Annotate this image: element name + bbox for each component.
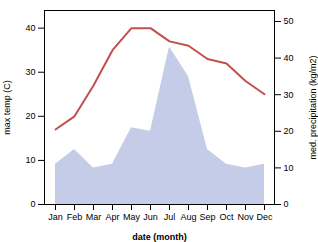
svg-text:10: 10 <box>284 163 294 173</box>
svg-text:Nov: Nov <box>237 212 254 222</box>
svg-text:20: 20 <box>25 111 35 121</box>
svg-text:50: 50 <box>284 16 294 26</box>
svg-text:Dec: Dec <box>256 212 273 222</box>
svg-text:0: 0 <box>284 199 289 209</box>
svg-text:10: 10 <box>25 155 35 165</box>
svg-text:max temp (C): max temp (C) <box>2 80 12 135</box>
svg-text:Feb: Feb <box>67 212 83 222</box>
svg-text:30: 30 <box>25 67 35 77</box>
svg-text:40: 40 <box>284 53 294 63</box>
svg-text:Jun: Jun <box>143 212 158 222</box>
svg-text:Aug: Aug <box>180 212 196 222</box>
svg-text:20: 20 <box>284 126 294 136</box>
svg-text:Apr: Apr <box>105 212 119 222</box>
svg-text:May: May <box>123 212 141 222</box>
svg-text:Jul: Jul <box>164 212 176 222</box>
svg-text:40: 40 <box>25 23 35 33</box>
svg-text:Jan: Jan <box>48 212 63 222</box>
svg-text:30: 30 <box>284 90 294 100</box>
svg-text:date (month): date (month) <box>132 232 187 242</box>
svg-text:Sep: Sep <box>199 212 215 222</box>
svg-text:med. precipitation (kg/m2): med. precipitation (kg/m2) <box>308 55 318 159</box>
svg-text:Oct: Oct <box>219 212 234 222</box>
svg-text:0: 0 <box>30 199 35 209</box>
svg-text:Mar: Mar <box>86 212 102 222</box>
